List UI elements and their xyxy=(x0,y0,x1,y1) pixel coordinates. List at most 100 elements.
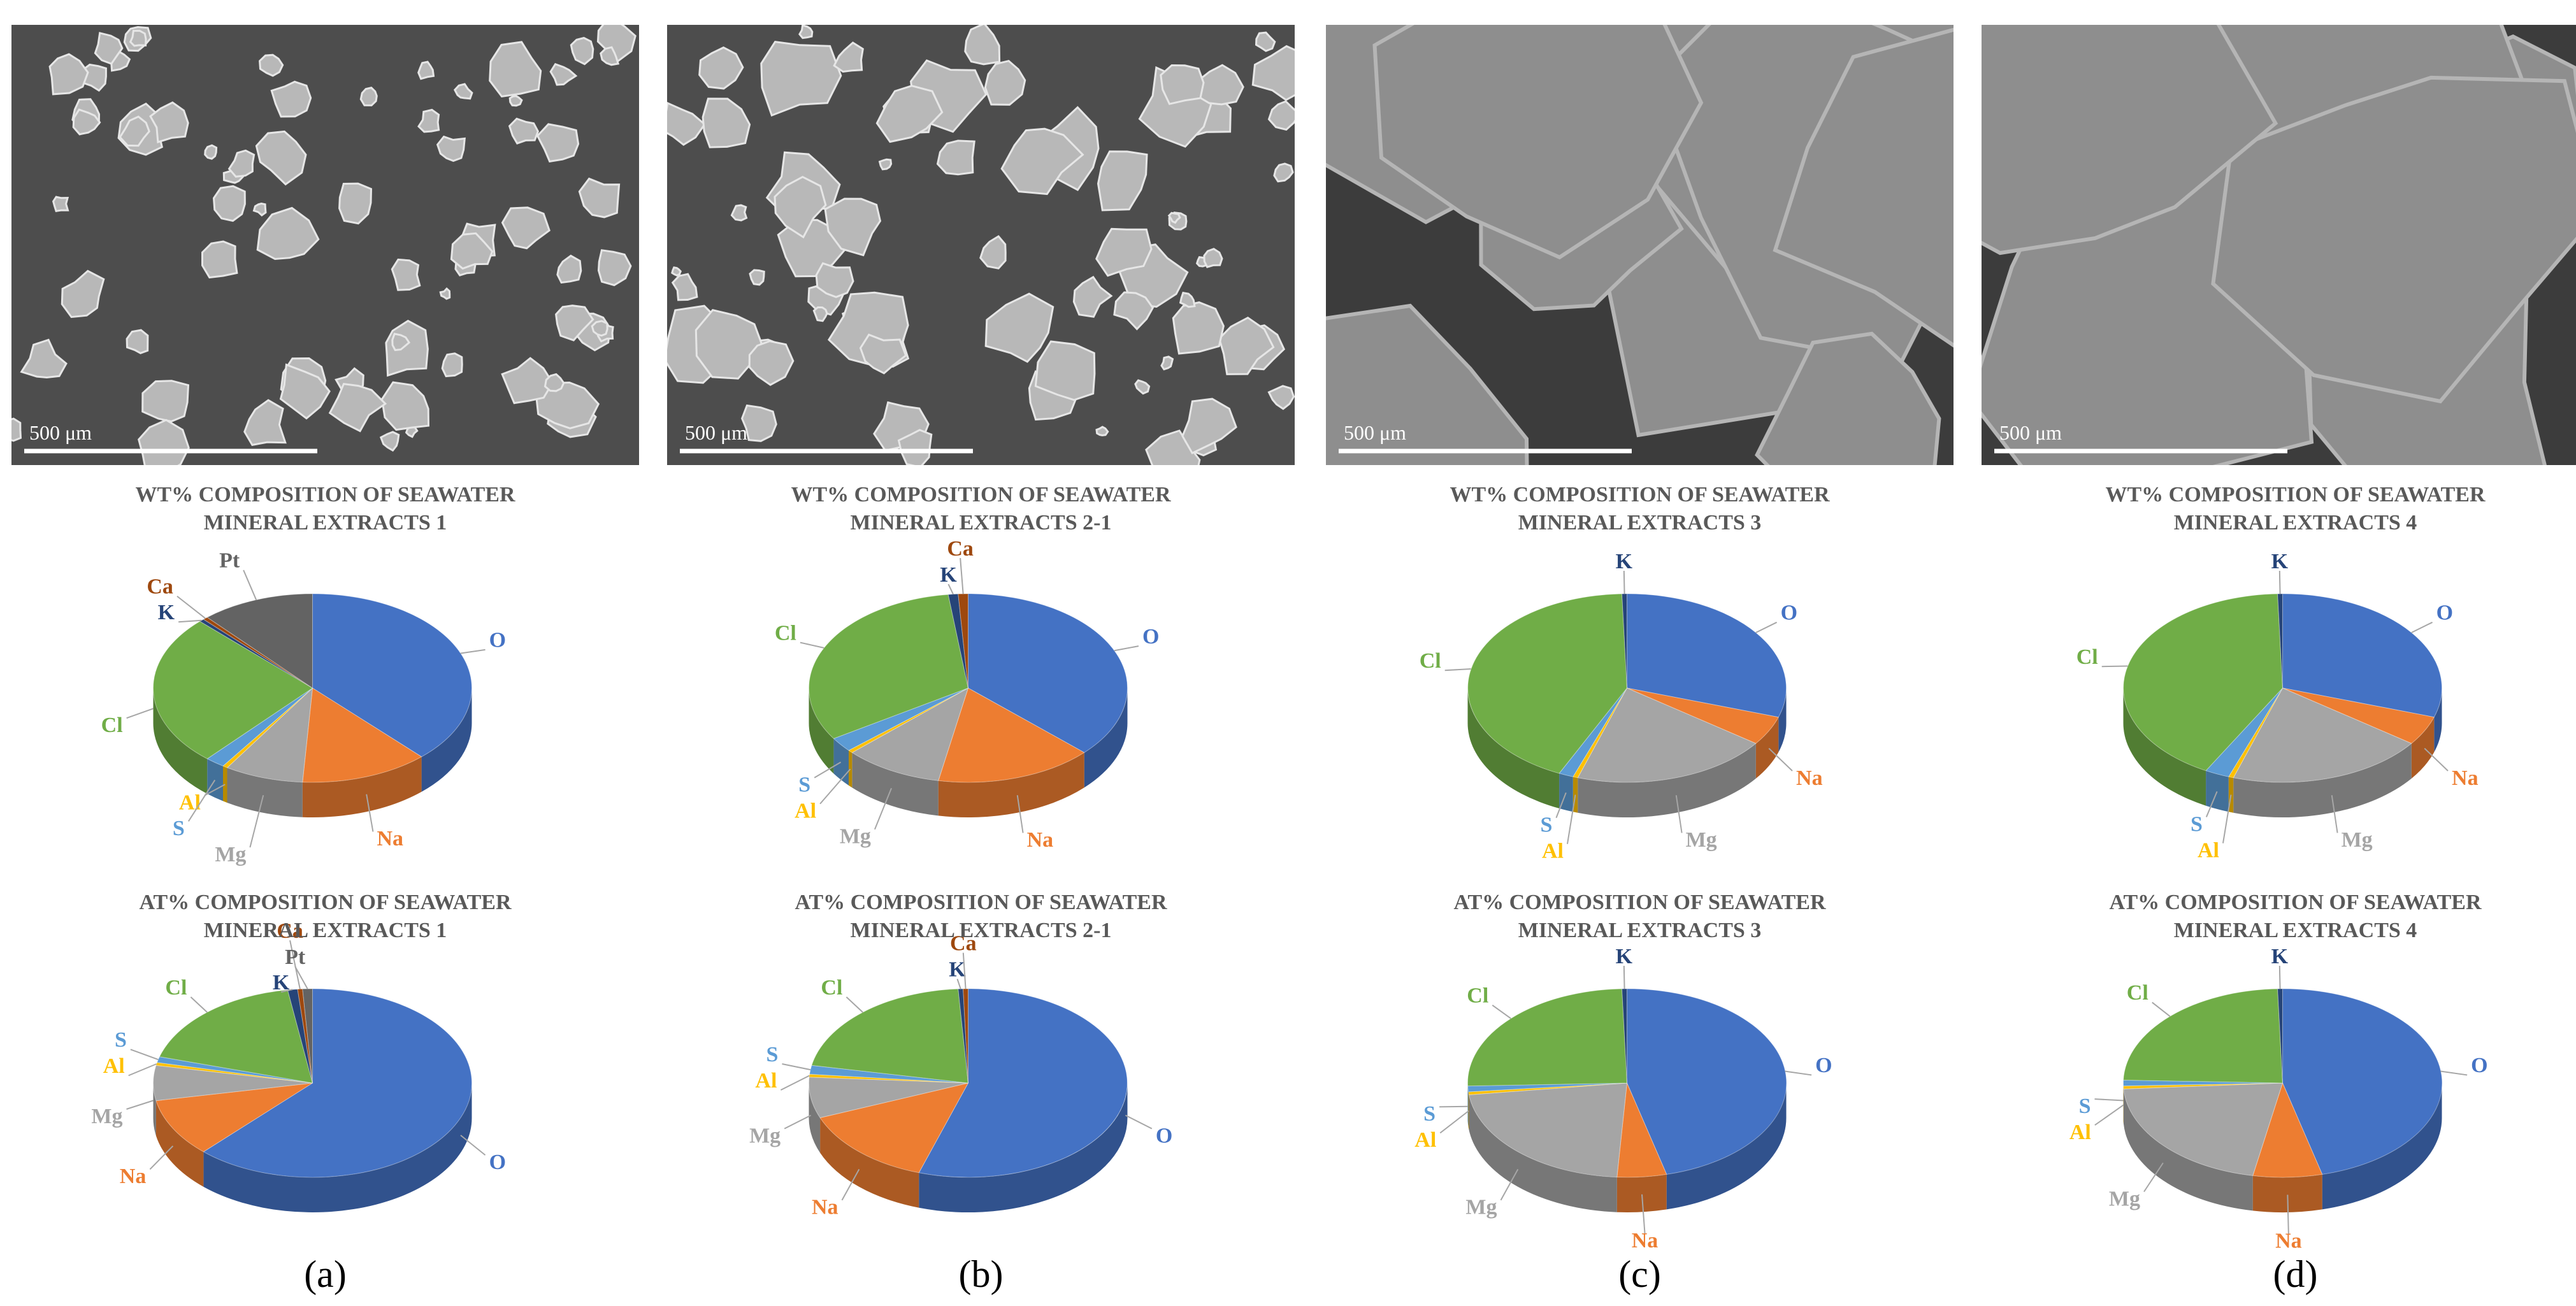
particle xyxy=(129,29,147,47)
slice-top xyxy=(1468,1082,1628,1178)
pie-slice xyxy=(958,988,968,1084)
slice-label: Na xyxy=(2275,1230,2302,1253)
particle xyxy=(1326,303,1529,465)
scale-bar-label: 500 μm xyxy=(29,421,92,444)
particle xyxy=(501,357,554,405)
slice-side xyxy=(2252,1174,2322,1213)
particle xyxy=(698,46,744,90)
leader-line xyxy=(1444,668,1471,671)
pie-slice xyxy=(1577,687,1757,818)
panel-label: (c) xyxy=(1618,1253,1661,1295)
particle xyxy=(243,399,287,447)
particles xyxy=(667,25,1295,465)
slice-side xyxy=(153,688,208,794)
pie-slice xyxy=(226,687,313,817)
particle xyxy=(1773,27,1954,348)
leader-line xyxy=(947,584,954,595)
particle xyxy=(1095,227,1153,277)
particle xyxy=(1255,31,1276,52)
slice-top xyxy=(1627,687,1780,744)
slice-label: O xyxy=(1142,625,1159,649)
pie-slice xyxy=(312,593,472,792)
slice-label: O xyxy=(489,1151,506,1174)
pie-slice xyxy=(203,988,473,1212)
slice-side xyxy=(207,759,223,801)
slice-top xyxy=(1468,1082,1627,1096)
slice-label: Mg xyxy=(91,1105,122,1128)
particle xyxy=(671,266,682,276)
leader-line xyxy=(2440,1070,2468,1076)
slice-label: Na xyxy=(120,1165,147,1188)
leader-line xyxy=(2287,1195,2289,1234)
slice-top xyxy=(1572,687,1627,779)
slice-label: Al xyxy=(179,791,201,815)
particle xyxy=(508,117,540,145)
slice-label: Cl xyxy=(1420,649,1441,673)
slice-label: Mg xyxy=(840,825,871,849)
pie-slice xyxy=(809,1077,968,1153)
leader-line xyxy=(149,1145,174,1170)
slice-top xyxy=(809,1077,968,1119)
slice-top xyxy=(809,594,969,739)
slice-top xyxy=(312,593,472,757)
pie-slice xyxy=(302,687,422,817)
slice-label: Ca xyxy=(147,575,173,599)
slice-label: Pt xyxy=(285,945,306,969)
leader-line xyxy=(366,794,374,832)
leader-line xyxy=(190,996,208,1013)
pie-slice xyxy=(2123,1082,2284,1211)
particle xyxy=(1179,291,1196,308)
slice-label: K xyxy=(158,601,175,624)
particle xyxy=(897,429,933,465)
particle xyxy=(489,41,542,98)
pie-slice xyxy=(155,1082,313,1187)
scale-bar-label: 500 μm xyxy=(1999,421,2062,444)
particle xyxy=(749,269,765,286)
particle xyxy=(391,333,411,352)
slice-top xyxy=(819,1082,969,1173)
leader-line xyxy=(289,940,301,989)
leader-line xyxy=(819,768,851,805)
leader-line xyxy=(956,979,961,989)
slice-top xyxy=(947,593,968,689)
slice-label: S xyxy=(1423,1102,1436,1126)
chart-title: WT% COMPOSITION OF SEAWATER MINERAL EXTR… xyxy=(791,483,1171,535)
slice-top xyxy=(2282,687,2435,744)
slice-label: Mg xyxy=(2109,1187,2140,1210)
pie-slice xyxy=(1616,1082,1667,1213)
pie-chart: O Na Mg AlS Cl K xyxy=(1414,945,1832,1252)
slice-top xyxy=(206,687,313,766)
slice-label: K xyxy=(273,971,290,994)
particles xyxy=(1326,25,1954,465)
panel-label: (a) xyxy=(304,1253,347,1295)
pie-slice xyxy=(2282,687,2435,779)
pie-slice xyxy=(199,619,313,689)
particle xyxy=(824,197,882,257)
leader-line xyxy=(960,557,964,594)
slice-label: S xyxy=(2191,812,2203,836)
slice-side xyxy=(833,738,849,786)
leader-line xyxy=(2094,1104,2124,1126)
particle xyxy=(964,25,1001,66)
pie-slice xyxy=(2233,687,2412,818)
leader-line xyxy=(784,1114,812,1130)
particle xyxy=(671,273,698,301)
slice-label: S xyxy=(2079,1094,2091,1118)
particle xyxy=(597,249,632,287)
pie-slice xyxy=(302,988,313,1084)
particle xyxy=(138,419,190,465)
slice-top xyxy=(1622,593,1627,689)
pie-slice xyxy=(2123,593,2284,806)
particle xyxy=(212,185,246,222)
particle xyxy=(984,292,1054,363)
leader-line xyxy=(780,1075,810,1091)
particle xyxy=(667,101,707,147)
slice-label: O xyxy=(1156,1124,1172,1147)
slice-top xyxy=(918,988,1128,1178)
slice-label: K xyxy=(2271,945,2289,968)
slice-label: Cl xyxy=(101,714,123,737)
pie-slice xyxy=(2205,687,2283,812)
pie-slice xyxy=(152,1065,313,1136)
leader-line xyxy=(1641,1194,1646,1234)
pie-slice xyxy=(287,989,313,1084)
